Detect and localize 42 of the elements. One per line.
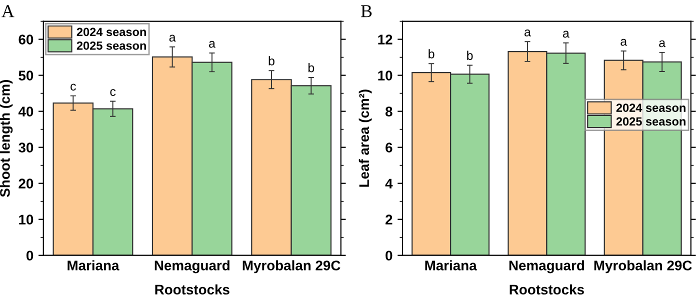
annotation: b (268, 56, 274, 66)
y-tick-label: 20 (18, 178, 34, 189)
annotation: a (169, 34, 176, 42)
annotation: c (110, 89, 116, 96)
x-tick-label: Mariana (425, 260, 477, 270)
annotation: b (308, 63, 314, 72)
annotation: b (428, 49, 434, 58)
legend-label: 2024 season (616, 104, 686, 112)
annotation: a (524, 30, 531, 36)
x-axis-title: Rootstocks (155, 284, 230, 295)
legend-label: 2024 season (76, 28, 146, 36)
x-tick-label: Myrobalan 29C (242, 260, 340, 274)
annotation: c (70, 84, 76, 91)
y-axis-title: Shoot length (cm) (0, 80, 13, 197)
x-tick-label: Mariana (68, 260, 120, 270)
annotation: a (620, 38, 628, 46)
y-tick-label: 10 (19, 214, 34, 225)
y-tick-label: 2 (386, 214, 392, 224)
x-tick-label: Nemaguard (154, 260, 230, 274)
annotation: b (467, 50, 473, 60)
x-tick-label: Nemaguard (509, 260, 584, 274)
legend-label: 2025 season (616, 117, 686, 126)
annotation: a (209, 40, 216, 48)
y-tick-label: 6 (386, 142, 392, 152)
annotation: a (562, 30, 570, 38)
legend-label: 2025 season (76, 41, 146, 50)
y-tick-label: 50 (18, 70, 34, 80)
y-tick-label: 0 (386, 250, 392, 261)
x-tick-label: Myrobalan 29C (594, 260, 692, 274)
y-tick-label: 8 (385, 106, 392, 116)
y-tick-label: 0 (26, 250, 34, 261)
y-tick-label: 12 (378, 34, 392, 44)
y-axis-title: Leaf area (cm²) (358, 90, 372, 187)
chart-title: A (2, 5, 14, 18)
y-tick-label: 40 (18, 106, 34, 116)
y-tick-label: 4 (385, 178, 393, 188)
y-tick-label: 10 (378, 70, 392, 80)
chart-title: B (361, 5, 372, 18)
x-axis-title: Rootstocks (510, 284, 584, 295)
y-tick-label: 30 (18, 142, 34, 153)
annotation: a (659, 40, 666, 48)
y-tick-label: 60 (18, 34, 34, 44)
